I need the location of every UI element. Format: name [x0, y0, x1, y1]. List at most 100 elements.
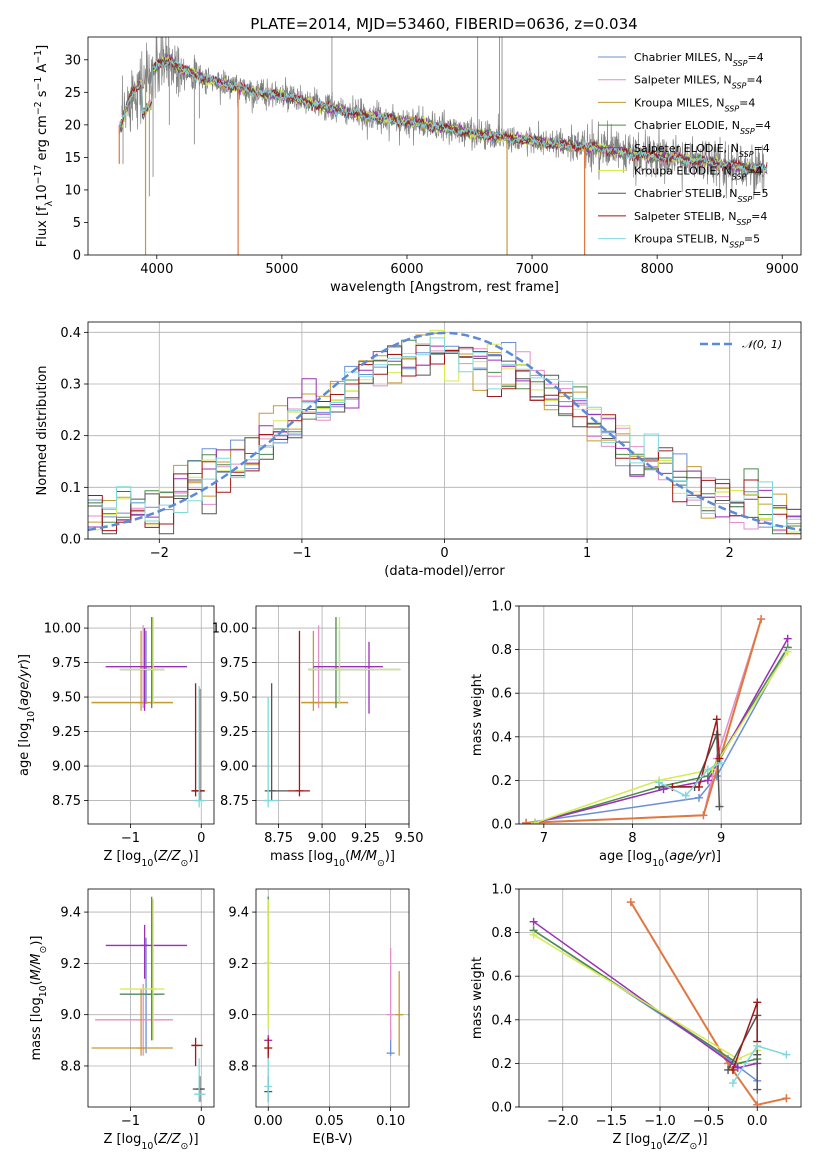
plot-area-massweight_vs_Z — [529, 898, 791, 1107]
legend-entry: Chabrier STELIB, NSSP=5 — [634, 187, 768, 204]
weight-marker — [699, 811, 708, 820]
y-tick-label: 0.0 — [491, 818, 512, 833]
histogram-step — [88, 329, 801, 533]
y-axis-label: mass weight — [470, 957, 485, 1039]
axes-frame — [87, 888, 215, 1108]
panel-massweight_vs_Z: −2.0 −1.5 −1.0 −0.5 0.0 0.0 0.2 0.4 0.6 0.8 1.0 Z [… — [470, 883, 802, 1152]
y-tick-label: 0.2 — [491, 1057, 512, 1072]
x-tick-label: −1 — [292, 546, 311, 561]
panel-spectrum: 4000 5000 6000 7000 8000 9000 0 5 10 15 20 25 30 wave… — [33, 15, 802, 295]
weight-marker — [753, 1041, 762, 1050]
weight-marker — [626, 898, 635, 907]
weight-marker — [715, 802, 724, 811]
x-tick-label: 9.25 — [351, 831, 380, 846]
y-tick-label: 0.6 — [491, 687, 512, 702]
weight-line — [533, 921, 758, 1069]
x-tick-label: −1 — [121, 831, 140, 846]
y-tick-label: 9.00 — [52, 760, 81, 775]
x-tick-label: −2 — [150, 546, 169, 561]
plot-area-age_vs_mass — [262, 617, 401, 808]
weight-marker — [712, 715, 721, 724]
model-line — [118, 58, 768, 175]
y-tick-label: 0.4 — [491, 730, 512, 745]
y-tick-label: 15 — [64, 151, 81, 166]
y-tick-label: 9.4 — [228, 906, 249, 921]
weight-line — [629, 901, 787, 1106]
weight-line — [525, 647, 789, 824]
x-tick-label: 8.75 — [264, 831, 293, 846]
x-tick-label: 0.10 — [376, 1114, 405, 1129]
x-tick-label: 0 — [440, 546, 448, 561]
x-tick-label: 7 — [540, 831, 548, 846]
x-tick-label: 4000 — [140, 262, 173, 277]
weight-marker — [712, 730, 721, 739]
x-axis-label: Z [log10(Z/Z⊙)] — [103, 849, 198, 869]
weight-line — [533, 929, 758, 1065]
y-axis-label: mass [log10(M/M⊙)] — [29, 936, 49, 1061]
legend-entry: Kroupa STELIB, NSSP=5 — [634, 233, 760, 250]
legend-entry: Chabrier MILES, NSSP=4 — [634, 51, 764, 68]
axes-frame — [87, 605, 215, 825]
weight-line — [672, 719, 721, 788]
weight-marker — [530, 818, 539, 824]
y-axis-label: mass weight — [470, 674, 485, 756]
weight-marker — [715, 754, 724, 763]
y-tick-label: 8.75 — [52, 794, 81, 809]
weight-marker — [782, 1050, 791, 1059]
histogram-step — [88, 344, 801, 535]
y-tick-label: 0.0 — [491, 1101, 512, 1116]
y-tick-label: 9.25 — [220, 725, 249, 740]
weight-marker — [695, 782, 704, 791]
legend-entry: Kroupa ELODIE, NSSP=4 — [634, 165, 763, 182]
plot-area-mass_vs_Z — [91, 896, 206, 1102]
weight-marker — [757, 615, 766, 624]
y-tick-label: 0.3 — [60, 378, 81, 393]
weight-marker — [728, 1065, 737, 1074]
y-tick-label: 0.8 — [491, 926, 512, 941]
weight-marker — [695, 793, 704, 802]
x-tick-label: 1 — [583, 546, 591, 561]
y-tick-label: 0.0 — [60, 533, 81, 548]
y-tick-label: 20 — [64, 118, 81, 133]
y-tick-label: 1.0 — [491, 600, 512, 615]
plot-area-age_vs_Z — [91, 617, 206, 808]
x-tick-label: 0.0 — [747, 1114, 768, 1129]
y-tick-label: 0.2 — [491, 774, 512, 789]
legend-entry: 𝒩(0, 1) — [742, 338, 782, 351]
weight-marker — [703, 765, 712, 774]
y-tick-label: 9.4 — [60, 906, 81, 921]
y-tick-label: 9.2 — [60, 957, 81, 972]
x-tick-label: 9000 — [766, 262, 799, 277]
x-tick-label: −0.5 — [693, 1114, 725, 1129]
x-tick-label: 7000 — [516, 262, 549, 277]
x-tick-label: 8000 — [641, 262, 674, 277]
weight-line — [534, 647, 789, 824]
y-tick-label: 9.75 — [220, 656, 249, 671]
x-tick-label: −1 — [121, 1114, 140, 1129]
weight-marker — [681, 791, 690, 800]
y-tick-label: 9.0 — [60, 1008, 81, 1023]
weight-line — [658, 762, 722, 797]
y-tick-label: 8.8 — [60, 1059, 81, 1074]
x-axis-label: mass [log10(M/M⊙)] — [270, 849, 395, 869]
y-tick-label: 9.0 — [228, 1008, 249, 1023]
x-tick-label: 2 — [726, 546, 734, 561]
y-tick-label: 10.00 — [212, 622, 249, 637]
x-tick-label: 0.00 — [254, 1114, 283, 1129]
weight-marker — [733, 1063, 742, 1072]
y-tick-label: 0 — [73, 249, 81, 264]
axes-frame — [518, 888, 802, 1108]
legend-entry: Chabrier ELODIE, NSSP=4 — [634, 119, 771, 136]
chart-title: PLATE=2014, MJD=53460, FIBERID=0636, z=0… — [250, 15, 637, 33]
legend-entry: Kroupa MILES, NSSP=4 — [634, 96, 755, 113]
x-axis-label: Z [log10(Z/Z⊙)] — [612, 1132, 707, 1152]
weight-line — [732, 1045, 787, 1084]
y-tick-label: 0.2 — [60, 429, 81, 444]
y-tick-label: 0.8 — [491, 643, 512, 658]
y-axis-label: Flux [fλ10−17 erg cm−2 s−1 A−1] — [33, 45, 55, 247]
plot-area-mass_vs_ebv — [264, 896, 404, 1102]
x-axis-label: E(B-V) — [312, 1132, 352, 1147]
panel-age_vs_mass: 8.75 9.00 9.25 9.50 8.75 9.00 9.25 9.50 9.75 10.0… — [212, 605, 423, 869]
weight-marker — [522, 818, 531, 824]
weight-marker — [753, 1050, 762, 1059]
